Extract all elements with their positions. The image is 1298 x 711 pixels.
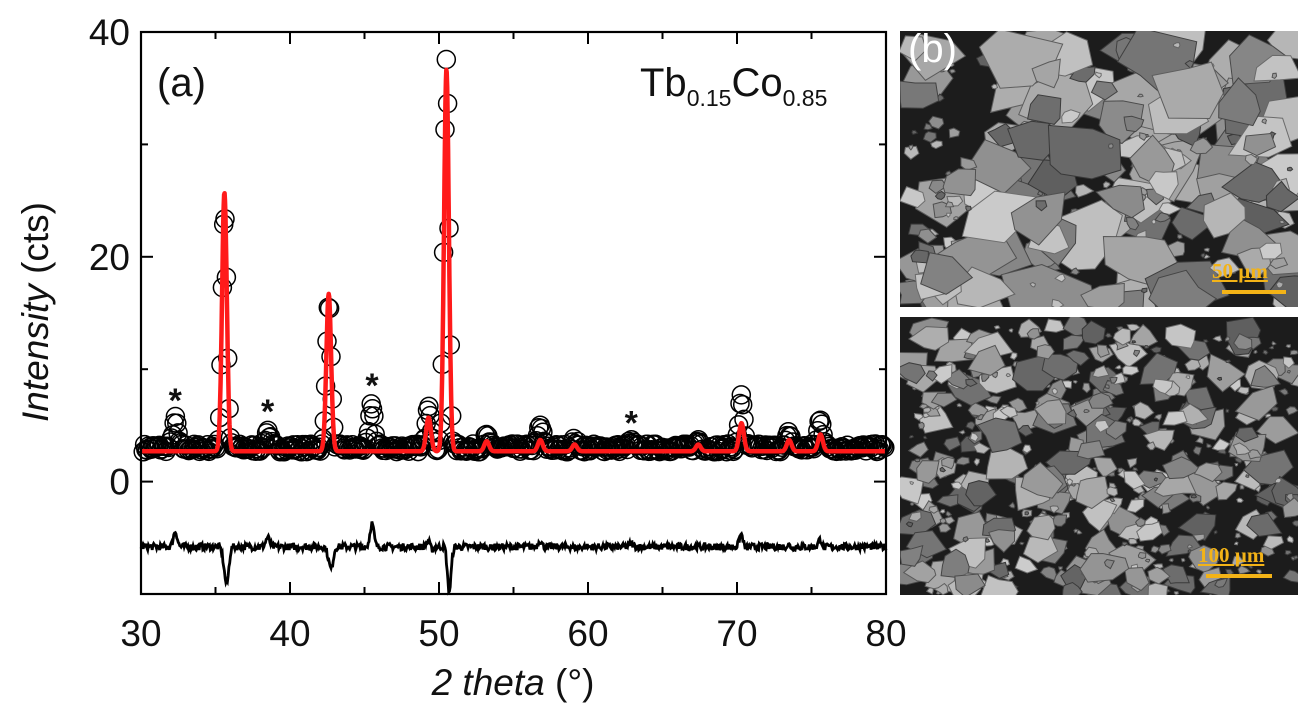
panel-label-a: (a)	[157, 61, 206, 105]
impurity-asterisk: *	[169, 382, 183, 420]
impurity-asterisk: *	[625, 404, 639, 442]
observed-point	[809, 411, 829, 432]
observed-point	[730, 393, 750, 414]
observed-point	[604, 437, 624, 457]
impurity-asterisk: *	[365, 367, 379, 405]
sem-texture-top	[900, 31, 1298, 307]
sem-texture-bottom	[900, 317, 1298, 595]
observed-point	[732, 394, 753, 415]
x-tick-label: 70	[716, 613, 757, 654]
difference-layer	[139, 521, 888, 596]
y-tick-label: 40	[89, 12, 130, 53]
x-tick-label: 50	[418, 613, 459, 654]
y-axis-title: Intensity (cts)	[15, 202, 56, 422]
calculated-layer	[139, 67, 888, 454]
y-tick-label: 20	[89, 237, 130, 278]
observed-point	[427, 440, 447, 461]
y-tick-label: 0	[109, 462, 130, 503]
observed-point	[362, 399, 383, 419]
impurity-markers: * * * *	[169, 367, 639, 442]
x-tick-label: 60	[567, 613, 608, 654]
observed-point	[873, 436, 894, 456]
observed-point	[875, 437, 895, 458]
compound-label: Tb0.15Co0.85	[640, 61, 827, 111]
x-tick-label: 30	[120, 613, 161, 654]
scale-label-100: 100 µm	[1198, 543, 1265, 567]
observed-layer	[133, 49, 895, 462]
plot-frame	[139, 30, 888, 596]
observed-point	[731, 385, 752, 405]
observed-point	[436, 49, 457, 70]
x-axis-title: 2 theta (°)	[431, 662, 595, 703]
observed-point	[165, 406, 186, 427]
sem-image-top: (b) 50 µm	[900, 31, 1298, 307]
observed-point	[872, 434, 892, 455]
x-tick-label: 80	[865, 613, 906, 654]
x-tick-label: 40	[269, 613, 310, 654]
observed-point	[419, 396, 439, 417]
observed-point	[365, 424, 385, 444]
scale-bar-50	[1222, 290, 1286, 294]
difference-curve	[139, 521, 888, 596]
scale-label-50: 50 µm	[1212, 259, 1268, 283]
observed-point	[369, 435, 390, 456]
tick-layer: 30 40 50 60 70 80 0 20 40	[89, 12, 907, 654]
panel-label-b: (b)	[908, 31, 957, 71]
scale-bar-100	[1206, 574, 1272, 578]
sem-image-bottom: 100 µm	[900, 317, 1298, 595]
calculated-line	[139, 67, 888, 454]
impurity-asterisk: *	[261, 393, 275, 431]
